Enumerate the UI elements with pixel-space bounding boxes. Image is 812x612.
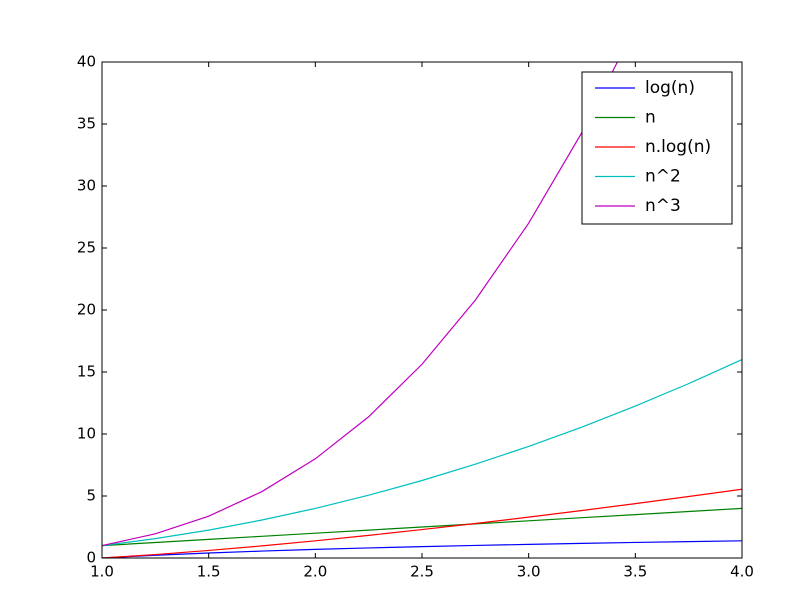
legend-label: n [645,108,656,128]
y-tick-label: 10 [77,425,96,443]
x-tick-label: 3.0 [517,563,541,581]
x-tick-label: 1.5 [197,563,221,581]
y-tick-label: 30 [77,177,96,195]
series-line [102,507,742,547]
legend-label: n^2 [645,167,681,187]
x-tick-label: 3.5 [623,563,647,581]
series-line [102,540,742,558]
x-tick-label: 2.5 [410,563,434,581]
series-line [102,359,742,547]
y-tick-label: 40 [77,53,96,71]
series-line [102,488,742,558]
series-line [102,62,619,547]
y-tick-label: 35 [77,115,96,133]
y-tick-label: 20 [77,301,96,319]
y-tick-label: 0 [86,549,96,567]
y-tick-label: 15 [77,363,96,381]
y-tick-label: 25 [77,239,96,257]
legend-label: n^3 [645,196,681,216]
plot-lines [102,62,742,558]
x-tick-label: 2.0 [303,563,327,581]
y-tick-label: 5 [86,487,96,505]
legend-box [581,71,733,225]
legend-label: log(n) [645,78,695,98]
legend-label: n.log(n) [645,137,711,157]
x-tick-label: 4.0 [730,563,754,581]
x-tick-label: 1.0 [90,563,114,581]
